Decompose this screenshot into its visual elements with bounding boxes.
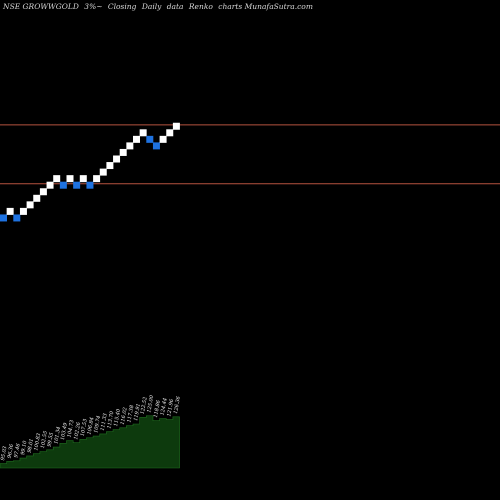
renko-brick-up <box>66 175 74 183</box>
brick-label: 119.91 <box>133 403 142 421</box>
brick-label: 109.74 <box>93 415 102 433</box>
volume-area <box>0 415 180 469</box>
renko-brick-down <box>13 214 21 222</box>
brick-label: 103.49 <box>60 422 69 441</box>
renko-brick-up <box>19 207 27 215</box>
renko-brick-down <box>73 181 81 189</box>
brick-label: 101.34 <box>53 426 62 444</box>
chart-header: NSE GROWWGOLD 3%~ Closing Daily data Ren… <box>2 2 313 11</box>
brick-label: 102.55 <box>40 431 49 449</box>
renko-brick-up <box>133 135 140 143</box>
renko-brick-up <box>126 142 134 150</box>
brick-label: 102.26 <box>73 421 82 440</box>
brick-label: 96.36 <box>7 443 16 459</box>
brick-price-labels: 95.0396.3697.4699.1098.01100.83102.5599.… <box>0 394 182 461</box>
brick-label: 115.40 <box>113 408 122 427</box>
brick-label: 113.70 <box>106 410 115 429</box>
renko-brick-up <box>113 155 121 163</box>
brick-label: 99.55 <box>47 432 55 447</box>
brick-label: 104.73 <box>67 420 76 438</box>
brick-label: 111.33 <box>100 413 109 431</box>
renko-brick-up <box>26 201 34 209</box>
renko-brick-up <box>39 188 47 196</box>
renko-brick-up <box>79 175 87 183</box>
renko-brick-up <box>166 129 174 137</box>
header-frequency: Daily <box>141 2 162 11</box>
brick-label: 107.53 <box>80 418 89 436</box>
renko-brick-up <box>99 168 107 176</box>
brick-label: 125.00 <box>146 394 155 413</box>
renko-brick-up <box>106 162 114 170</box>
brick-label: 98.01 <box>27 438 35 453</box>
brick-label: 126.36 <box>173 395 182 414</box>
header-source: charts MunafaSutra.com <box>218 2 313 11</box>
brick-label: 118.86 <box>153 399 162 418</box>
renko-brick-down <box>152 142 160 150</box>
brick-label: 97.46 <box>13 442 22 458</box>
header-symbol: NSE GROWWGOLD <box>2 2 79 11</box>
renko-brick-down <box>146 135 154 143</box>
header-data-word: data <box>167 2 184 11</box>
volume-fill <box>0 415 180 469</box>
header-price-type: Closing <box>108 2 137 11</box>
renko-brick-up <box>93 175 101 183</box>
renko-brick-up <box>53 175 61 183</box>
renko-brick-down <box>59 181 67 189</box>
brick-label: 124.44 <box>160 398 169 416</box>
renko-brick-up <box>159 135 167 143</box>
brick-label: 95.03 <box>0 446 8 461</box>
reference-lines <box>0 124 500 185</box>
renko-brick-up <box>139 129 147 137</box>
renko-brick-up <box>46 181 54 189</box>
renko-bricks <box>0 122 180 222</box>
brick-label: 117.38 <box>126 405 135 423</box>
renko-brick-up <box>172 122 180 130</box>
renko-brick-down <box>0 214 7 222</box>
renko-brick-up <box>119 148 127 156</box>
brick-label: 99.10 <box>20 440 29 456</box>
brick-label: 122.52 <box>140 396 149 414</box>
brick-label: 121.96 <box>166 398 175 417</box>
brick-label: 116.02 <box>120 407 129 425</box>
brick-label: 106.84 <box>87 417 96 435</box>
brick-label: 100.83 <box>33 433 42 451</box>
header-box-size: 3% <box>84 2 96 11</box>
renko-brick-down <box>86 181 94 189</box>
renko-brick-up <box>33 194 41 202</box>
renko-brick-up <box>6 207 14 215</box>
header-chart-style: Renko <box>188 2 213 11</box>
